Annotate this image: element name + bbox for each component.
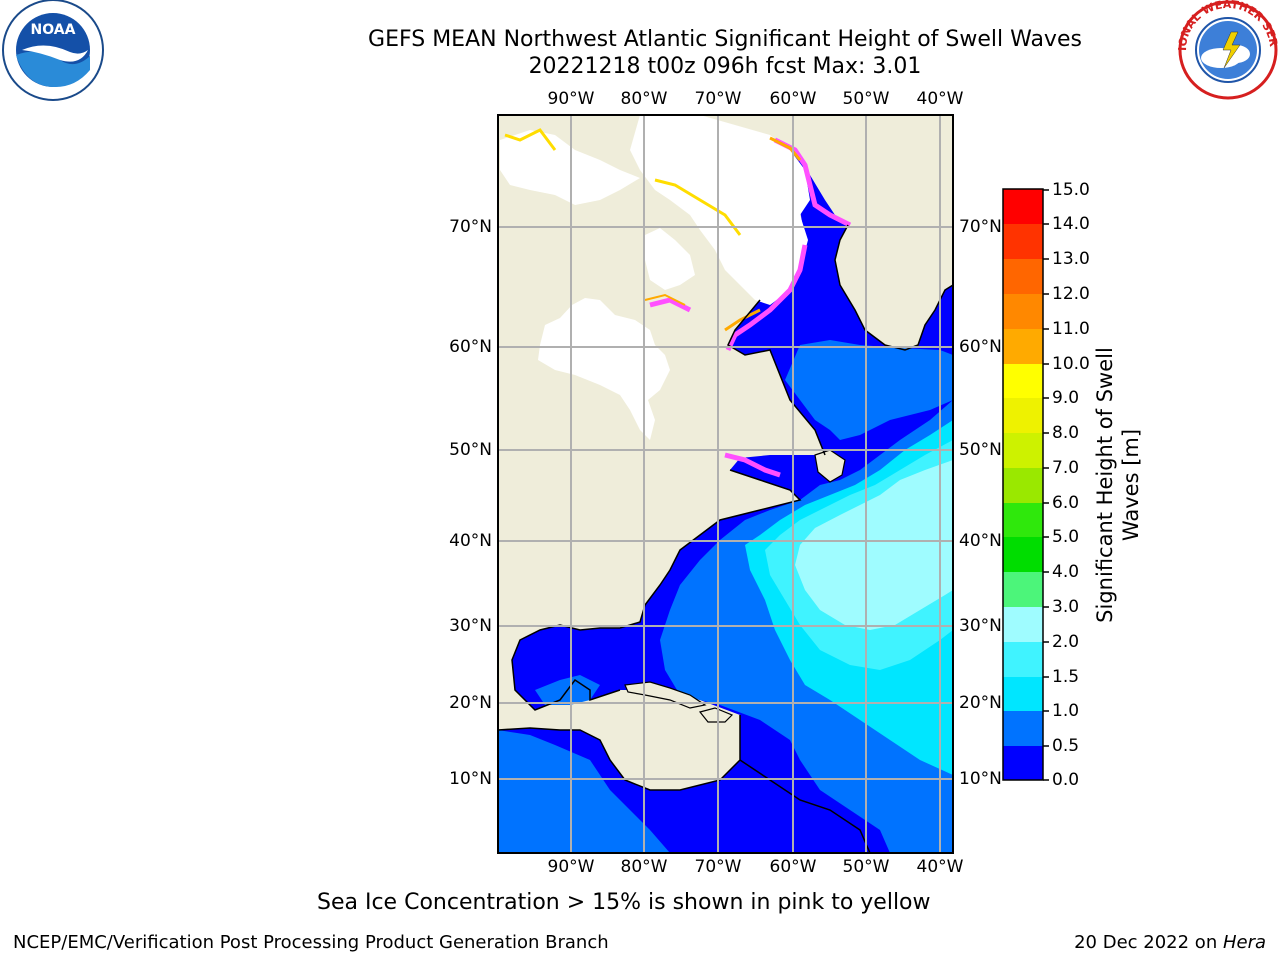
lon-tick-bottom: 70°W xyxy=(694,857,742,877)
lat-tick-left: 40°N xyxy=(449,531,492,551)
sea-ice-edge xyxy=(504,128,852,478)
ocean-medium-blue-north xyxy=(785,340,953,440)
lon-tick-bottom: 50°W xyxy=(842,857,890,877)
colorbar-tick: 4.0 xyxy=(1052,562,1080,582)
colorbar-tick: 11.0 xyxy=(1052,319,1090,339)
footer-date-text: 20 Dec 2022 on xyxy=(1074,932,1223,953)
colorbar xyxy=(1002,188,1049,781)
lon-tick-top: 80°W xyxy=(620,89,668,109)
lon-tick-bottom: 90°W xyxy=(547,857,595,877)
cb-band xyxy=(1003,433,1043,468)
lat-tick-left: 50°N xyxy=(449,440,492,460)
colorbar-tick: 0.0 xyxy=(1052,770,1080,790)
lat-tick-right: 50°N xyxy=(959,440,1002,460)
cb-band xyxy=(1003,537,1043,572)
lat-tick-left: 60°N xyxy=(449,337,492,357)
lat-tick-left: 10°N xyxy=(449,769,492,789)
chart-title: GEFS MEAN Northwest Atlantic Significant… xyxy=(368,27,1082,52)
map-frame xyxy=(497,114,954,854)
sea-ice-caption: Sea Ice Concentration > 15% is shown in … xyxy=(317,890,931,915)
lat-tick-right: 10°N xyxy=(959,769,1002,789)
graticule xyxy=(498,115,953,853)
colorbar-tick: 7.0 xyxy=(1052,458,1080,478)
chart-subtitle: 20221218 t00z 096h fcst Max: 3.01 xyxy=(528,54,922,79)
lat-tick-right: 70°N xyxy=(959,217,1002,237)
cb-band xyxy=(1003,259,1043,294)
lat-tick-left: 20°N xyxy=(449,693,492,713)
colorbar-tick: 5.0 xyxy=(1052,527,1080,547)
colorbar-tick: 2.0 xyxy=(1052,632,1080,652)
cb-band xyxy=(1003,398,1043,433)
cb-band xyxy=(1003,572,1043,607)
colorbar-label: Significant Height of Swell Waves [m] xyxy=(1093,347,1143,623)
pacific-ocean xyxy=(498,730,670,853)
cb-band xyxy=(1003,503,1043,537)
lon-tick-top: 60°W xyxy=(769,89,817,109)
ocean-pale-cyan xyxy=(795,460,953,630)
lon-tick-top: 50°W xyxy=(842,89,890,109)
lon-tick-bottom: 60°W xyxy=(769,857,817,877)
cb-band xyxy=(1003,364,1043,398)
coastline xyxy=(498,224,953,853)
cb-band xyxy=(1003,711,1043,746)
colorbar-tick: 12.0 xyxy=(1052,284,1090,304)
cb-band xyxy=(1003,607,1043,642)
lat-tick-right: 40°N xyxy=(959,531,1002,551)
cb-band xyxy=(1003,329,1043,364)
baffin-bay-ice xyxy=(630,115,810,305)
colorbar-frame xyxy=(1002,188,1044,781)
cb-band xyxy=(1003,677,1043,711)
foxe-basin-ice xyxy=(645,228,695,290)
colorbar-tick: 13.0 xyxy=(1052,249,1090,269)
colorbar-tick: 6.0 xyxy=(1052,493,1080,513)
footer-credit: NCEP/EMC/Verification Post Processing Pr… xyxy=(13,932,609,953)
lat-tick-left: 30°N xyxy=(449,616,492,636)
lon-tick-bottom: 80°W xyxy=(620,857,668,877)
colorbar-tick: 10.0 xyxy=(1052,354,1090,374)
lon-tick-top: 90°W xyxy=(547,89,595,109)
footer-host: Hera xyxy=(1222,932,1266,953)
colorbar-tick: 3.0 xyxy=(1052,597,1080,617)
colorbar-tick: 15.0 xyxy=(1052,180,1090,200)
colorbar-tick: 14.0 xyxy=(1052,214,1090,234)
lat-tick-right: 60°N xyxy=(959,337,1002,357)
cb-band xyxy=(1003,746,1043,780)
colorbar-tick: 9.0 xyxy=(1052,388,1080,408)
hispaniola-island xyxy=(698,707,734,723)
lat-tick-right: 30°N xyxy=(959,616,1002,636)
cb-band xyxy=(1003,642,1043,677)
nws-logo: NATIONAL WEATHER SERVICE xyxy=(1176,0,1280,100)
cb-band xyxy=(1003,224,1043,259)
lon-tick-top: 40°W xyxy=(916,89,964,109)
lon-tick-top: 70°W xyxy=(694,89,742,109)
lon-tick-bottom: 40°W xyxy=(916,857,964,877)
footer-date: 20 Dec 2022 on Hera xyxy=(1074,932,1266,953)
cb-band xyxy=(1003,294,1043,329)
lat-tick-right: 20°N xyxy=(959,693,1002,713)
colorbar-tick: 1.0 xyxy=(1052,701,1080,721)
noaa-logo-text: NOAA xyxy=(31,22,76,38)
colorbar-tick: 1.5 xyxy=(1052,667,1080,687)
cb-band xyxy=(1003,189,1043,224)
noaa-logo: NOAA xyxy=(2,0,104,101)
cb-band xyxy=(1003,468,1043,503)
colorbar-tick: 0.5 xyxy=(1052,736,1080,756)
lat-tick-left: 70°N xyxy=(449,217,492,237)
colorbar-tick: 8.0 xyxy=(1052,423,1080,443)
